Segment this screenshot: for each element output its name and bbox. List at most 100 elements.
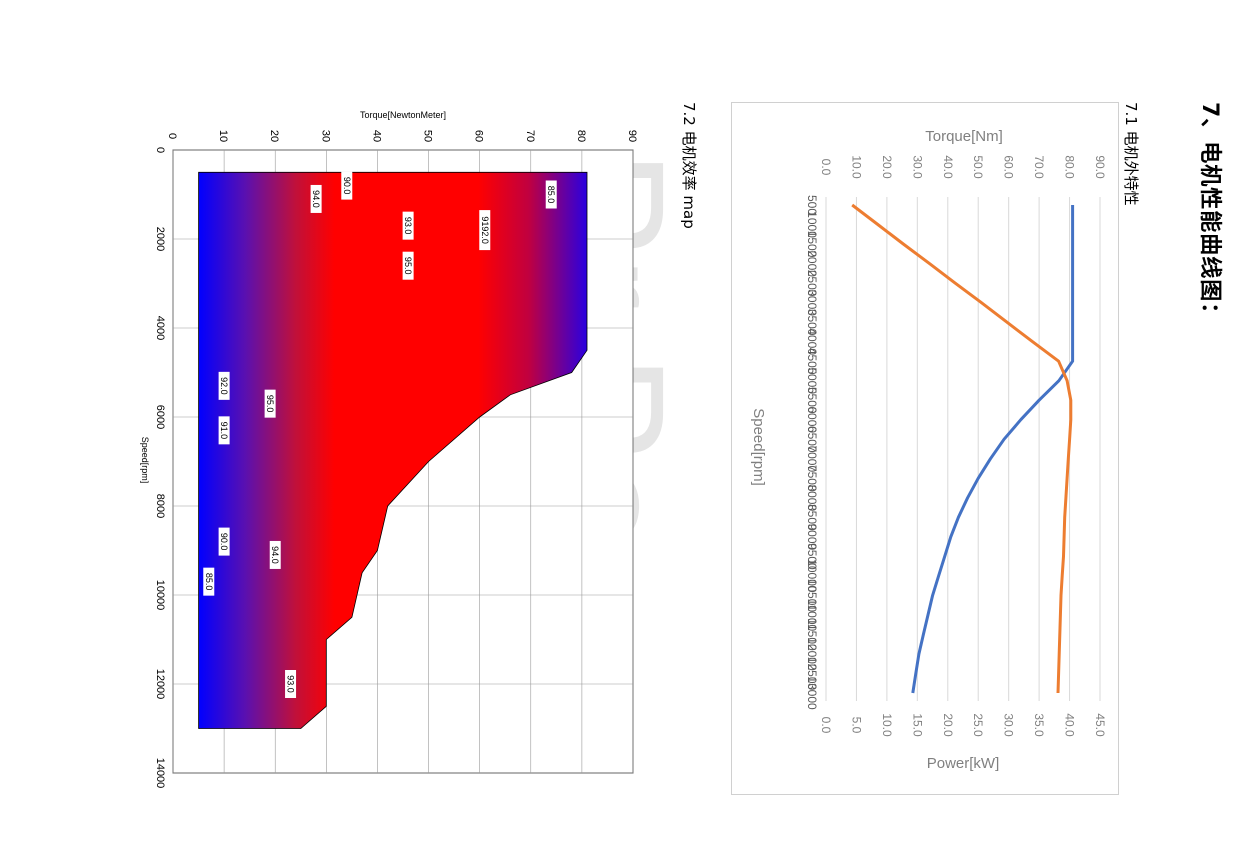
contour-label-bg <box>264 389 276 418</box>
speed-tick-label: 6500 <box>805 426 819 453</box>
torque-tick-label: 0 <box>166 133 178 139</box>
page-heading: 7、电机性能曲线图： <box>1197 102 1222 326</box>
torque-tick-label: 90.0 <box>1093 155 1107 179</box>
power-tick-label: 5.0 <box>849 717 863 734</box>
speed-tick-label: 12000 <box>805 637 819 671</box>
torque-tick-label: 40.0 <box>941 155 955 179</box>
contour-label-bg <box>310 184 322 213</box>
torque-axis-label: Torque[NewtonMeter] <box>360 110 446 120</box>
speed-tick-label: 7000 <box>805 445 819 472</box>
speed-tick-label: 13000 <box>805 676 819 710</box>
power-tick-label: 0.0 <box>819 717 833 734</box>
power-tick-label: 45.0 <box>1093 713 1107 737</box>
contour-label: 92.0 <box>219 377 229 395</box>
contour-label-bg <box>402 211 414 240</box>
speed-tick-label: 7500 <box>805 465 819 492</box>
power-tick-label: 30.0 <box>1002 713 1016 737</box>
contour-label-bg <box>218 371 230 400</box>
power-tick-label: 10.0 <box>880 713 894 737</box>
contour-label-bg <box>218 527 230 556</box>
contour-label-bg <box>218 416 230 445</box>
torque-tick-label: 80.0 <box>1063 155 1077 179</box>
contour-label-bg <box>545 180 557 209</box>
speed-tick-label: 12500 <box>805 657 819 691</box>
torque-tick-label: 70 <box>524 130 536 142</box>
speed-tick-label: 11000 <box>805 599 819 632</box>
power-tick-label: 20.0 <box>941 713 955 737</box>
speed-tick-label: 4500 <box>805 348 819 375</box>
contour-label-bg <box>479 210 491 251</box>
contour-label-bg <box>285 670 297 698</box>
speed-tick-label: 2000 <box>154 227 166 251</box>
contour-label: 85.0 <box>204 573 214 591</box>
speed-tick-label: 3500 <box>805 309 819 336</box>
contour-label: 94.0 <box>270 546 280 564</box>
torque-tick-label: 50.0 <box>971 155 985 179</box>
torque-tick-label: 70.0 <box>1032 155 1046 179</box>
efficiency-region <box>198 171 588 729</box>
speed-tick-label: 8000 <box>154 494 166 518</box>
torque-tick-label: 20.0 <box>880 155 894 179</box>
speed-tick-label: 4000 <box>154 316 166 340</box>
power-tick-label: 15.0 <box>910 713 924 737</box>
efficiency-map-chart: 0 10 20 30 40 50 60 70 80 90 0 2000 4000 6000 8000 100… <box>140 110 638 789</box>
speed-tick-label: 3000 <box>805 289 819 316</box>
speed-tick-label: 1000 <box>805 211 819 238</box>
torque-tick-label: 0.0 <box>819 159 833 176</box>
speed-tick-label: 4000 <box>805 328 819 355</box>
chart-frame <box>731 102 1119 795</box>
power-tick-label: 35.0 <box>1032 713 1046 737</box>
torque-tick-label: 10.0 <box>849 155 863 179</box>
speed-tick-label: 11500 <box>805 618 819 651</box>
speed-tick-label: 10000 <box>805 559 819 593</box>
contour-label: 90.0 <box>219 533 229 551</box>
contour-label: 95.0 <box>403 257 413 275</box>
speed-tick-label: 9500 <box>805 543 819 570</box>
speed-tick-label: 6000 <box>154 405 166 429</box>
speed-axis-label: Speed[rpm] <box>750 408 767 486</box>
torque-curve <box>911 205 1075 694</box>
contour-label: 93.0 <box>403 217 413 235</box>
torque-power-chart: 0.0 10.0 20.0 30.0 40.0 50.0 60.0 70.0 80.0 90.0 … <box>731 102 1119 795</box>
speed-tick-label: 2500 <box>805 270 819 297</box>
torque-axis-label: Torque[Nm] <box>925 128 1003 145</box>
speed-tick-label: 500 <box>805 195 819 215</box>
speed-axis-label: Speed[rpm] <box>140 437 150 484</box>
contour-label: 91.0 <box>219 422 229 440</box>
contour-label-bg <box>269 540 281 569</box>
torque-tick-label: 40 <box>370 130 382 142</box>
power-tick-label: 40.0 <box>1063 713 1077 737</box>
speed-tick-label: 6000 <box>805 406 819 433</box>
torque-tick-label: 30 <box>319 130 331 142</box>
speed-tick-label: 14000 <box>154 758 166 789</box>
torque-tick-label: 90 <box>626 130 638 142</box>
contour-label: 95.0 <box>265 395 275 413</box>
contour-label-bg <box>341 171 353 200</box>
torque-tick-label: 60 <box>473 130 485 142</box>
contour-label-bg <box>402 251 414 280</box>
torque-tick-label: 20 <box>268 130 280 142</box>
speed-tick-label: 10000 <box>154 580 166 611</box>
torque-tick-label: 30.0 <box>910 155 924 179</box>
speed-tick-label: 5500 <box>805 387 819 414</box>
contour-label: 9192.0 <box>480 216 490 244</box>
speed-tick-label: 2000 <box>805 250 819 277</box>
contour-label: 93.0 <box>286 675 296 693</box>
power-axis-label: Power[kW] <box>927 755 1000 772</box>
power-curve <box>851 203 1073 694</box>
speed-tick-label: 10500 <box>805 579 819 613</box>
power-tick-label: 25.0 <box>971 713 985 737</box>
contour-label: 85.0 <box>546 186 556 204</box>
torque-tick-label: 60.0 <box>1002 155 1016 179</box>
contour-label: 94.0 <box>311 190 321 208</box>
torque-tick-label: 80 <box>575 130 587 142</box>
speed-tick-label: 8500 <box>805 504 819 531</box>
speed-tick-label: 0 <box>154 147 166 153</box>
speed-tick-label: 9000 <box>805 523 819 550</box>
speed-tick-label: 5000 <box>805 367 819 394</box>
contour-label-bg <box>203 567 215 596</box>
torque-tick-label: 50 <box>422 130 434 142</box>
torque-tick-label: 10 <box>217 130 229 142</box>
section-title-torque-curve: 7.1 电机外特性 <box>1122 102 1140 206</box>
speed-tick-label: 8000 <box>805 484 819 511</box>
